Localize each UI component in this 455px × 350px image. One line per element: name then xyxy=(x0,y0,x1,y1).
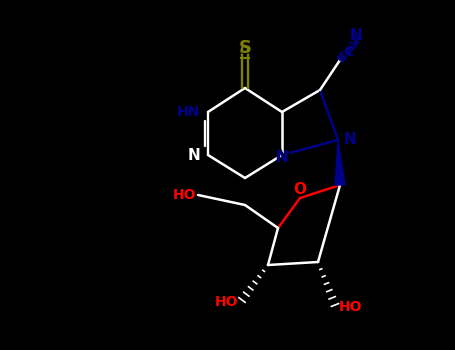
Text: N: N xyxy=(344,133,357,147)
Text: HN: HN xyxy=(171,103,200,121)
Text: S: S xyxy=(238,39,252,57)
Text: C: C xyxy=(343,45,353,59)
Text: N: N xyxy=(184,146,200,164)
Text: HO: HO xyxy=(214,295,238,309)
Text: N: N xyxy=(348,27,364,46)
Text: C: C xyxy=(342,43,354,61)
Text: HO: HO xyxy=(339,298,369,316)
Text: HO: HO xyxy=(167,186,196,204)
Text: O: O xyxy=(292,181,308,199)
Polygon shape xyxy=(335,140,345,185)
Text: S: S xyxy=(237,38,253,58)
Text: HO: HO xyxy=(209,293,238,311)
Text: HO: HO xyxy=(172,188,196,202)
Text: HN: HN xyxy=(177,105,200,119)
Text: N: N xyxy=(344,131,360,149)
Text: N: N xyxy=(349,28,362,43)
Text: O: O xyxy=(293,182,307,197)
Text: N: N xyxy=(276,149,288,164)
Text: HO: HO xyxy=(339,300,363,314)
Text: N: N xyxy=(274,147,290,167)
Text: N: N xyxy=(187,147,200,162)
